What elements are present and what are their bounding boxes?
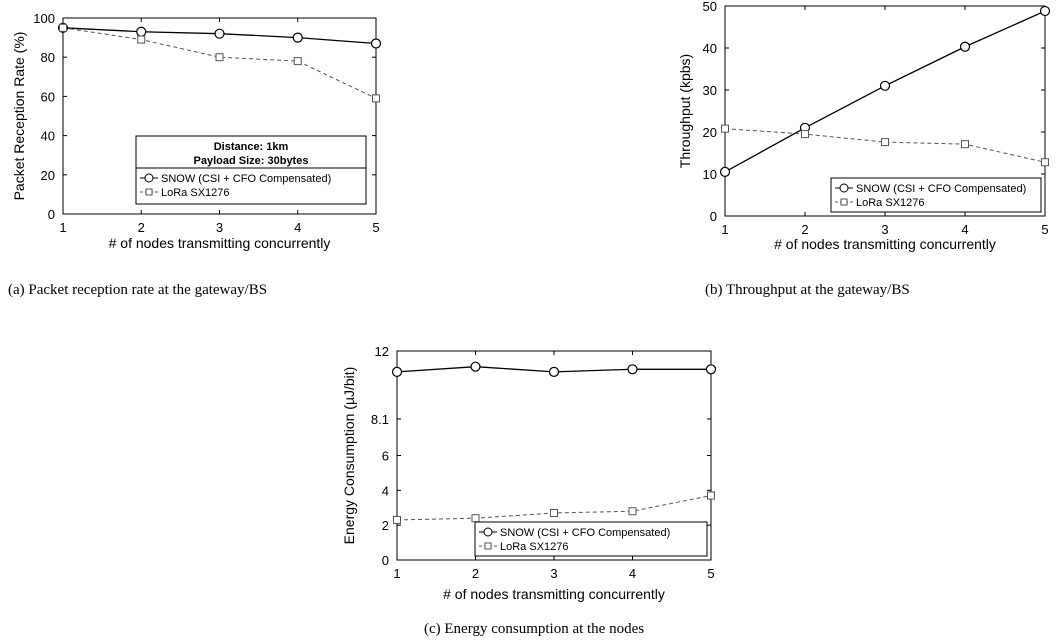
y-tick-label: 20 [703,125,717,140]
legend-box [474,521,708,557]
y-tick-label: 12 [375,344,389,359]
x-tick-label: 1 [721,222,728,237]
legend-label: SNOW (CSI + CFO Compensated) [500,527,670,539]
data-point-snow [470,361,481,372]
y-tick-label: 0 [382,553,389,568]
legend-label: LoRa SX1276 [161,187,230,199]
y-tick-label: 6 [382,449,389,464]
x-tick-label: 3 [216,220,223,235]
data-point-snow [627,364,638,375]
data-point-lora [550,508,558,517]
y-tick-label: 50 [703,0,717,14]
x-tick-label: 2 [138,220,145,235]
y-tick-label: 4 [382,483,389,498]
y-tick-label: 40 [703,41,717,56]
x-tick-label: 2 [472,566,479,581]
legend-marker-circle [839,183,849,193]
x-tick-label: 5 [707,566,714,581]
caption-a: (a) Packet reception rate at the gateway… [8,282,268,298]
y-tick-label: 100 [33,11,55,26]
data-point-lora [1041,158,1049,167]
x-tick-label: 2 [801,222,808,237]
data-point-lora [372,94,380,103]
x-tick-label: 4 [629,566,636,581]
y-tick-label: 30 [703,83,717,98]
legend-label: LoRa SX1276 [856,197,925,209]
x-tick-label: 3 [881,222,888,237]
data-point-lora [393,515,401,524]
y-tick-label: 40 [41,129,55,144]
data-point-lora [801,130,809,139]
legend-label: LoRa SX1276 [500,541,569,553]
data-point-snow [391,366,403,378]
y-tick-label: 0 [48,207,55,222]
caption-b: (b) Throughput at the gateway/BS [705,282,910,298]
series-line-lora [724,128,1046,163]
legend-marker-circle [144,173,154,183]
x-tick-label: 4 [961,222,968,237]
data-point-lora [628,507,637,516]
y-tick-label: 2 [382,518,389,533]
data-point-lora [471,514,480,523]
legend-marker-square [840,198,848,206]
y-tick-label: 60 [41,89,55,104]
y-axis-label: Throughput (kpbs) [677,54,693,168]
data-point-lora [881,138,889,147]
data-point-snow [214,28,225,39]
x-axis-label: # of nodes transmitting concurrently [109,235,331,251]
y-tick-label: 20 [41,168,55,183]
data-point-snow [719,166,731,177]
legend-marker-circle [483,527,493,537]
data-point-snow [136,26,147,37]
x-axis-label: # of nodes transmitting concurrently [443,586,665,602]
series-line-snow [724,10,1046,173]
data-point-lora [721,124,729,133]
x-tick-label: 5 [372,220,379,235]
series-line-lora [62,27,377,99]
data-point-snow [548,366,560,378]
y-axis-label: Energy Consumption (µJ/bit) [341,367,357,545]
x-tick-label: 1 [59,220,66,235]
x-axis-label: # of nodes transmitting concurrently [774,236,996,252]
legend-label: SNOW (CSI + CFO Compensated) [161,173,331,185]
y-tick-label: 80 [41,50,55,65]
data-point-snow [959,41,971,52]
caption-c: (c) Energy consumption at the nodes [424,621,645,637]
data-point-lora [961,140,969,149]
legend-marker-square [145,188,153,196]
data-point-snow [705,364,717,375]
x-tick-label: 1 [393,566,400,581]
y-tick-label: 10 [703,167,717,182]
data-point-lora [137,35,146,44]
legend-box [830,177,1042,213]
y-tick-label: 8.1 [371,412,389,427]
data-point-lora [293,57,302,66]
legend-title-line: Distance: 1km [214,141,289,153]
data-point-snow [370,38,382,49]
data-point-lora [215,53,224,62]
x-tick-label: 4 [294,220,301,235]
data-point-snow [1039,5,1051,17]
y-tick-label: 0 [710,209,717,224]
data-point-snow [879,80,891,91]
legend-marker-square [484,542,492,550]
chart-packet-reception-rate: 1 2 3 4 5 0 20 40 60 80 100 # of nodes transmitting… [11,11,382,251]
x-tick-label: 3 [550,566,557,581]
legend-box [135,135,367,205]
y-axis-label: Packet Reception Rate (%) [11,32,27,201]
data-point-lora [707,491,715,500]
x-tick-label: 5 [1041,222,1048,237]
data-point-snow [292,32,303,43]
data-point-lora [59,23,67,32]
legend-label: SNOW (CSI + CFO Compensated) [856,183,1026,195]
legend-title-line: Payload Size: 30bytes [194,155,309,167]
